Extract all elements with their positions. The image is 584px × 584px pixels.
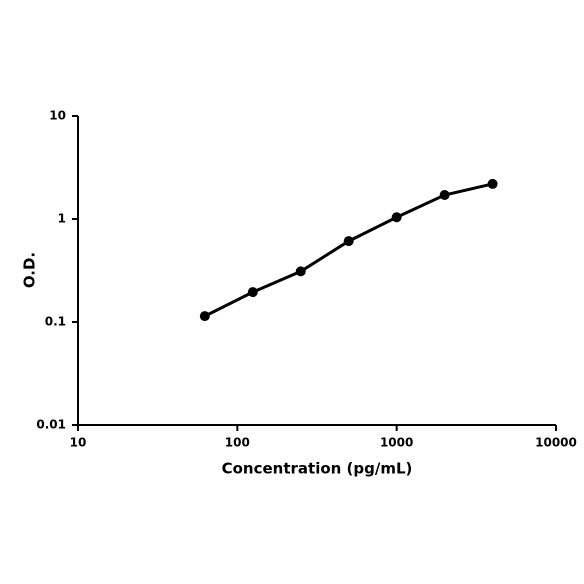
data-point [199, 311, 210, 322]
data-point [247, 287, 258, 298]
data-point [295, 266, 306, 277]
x-tick-label: 10000 [535, 436, 577, 450]
x-tick-label: 10 [70, 436, 87, 450]
data-point [439, 190, 450, 201]
y-tick-label: 1 [58, 212, 66, 226]
y-tick-label: 10 [49, 109, 66, 123]
y-tick-label: 0.01 [36, 418, 66, 432]
x-axis-label: Concentration (pg/mL) [222, 460, 413, 478]
data-point [343, 236, 354, 247]
x-tick-label: 100 [225, 436, 250, 450]
x-tick-label: 1000 [380, 436, 413, 450]
y-tick-label: 0.1 [45, 315, 66, 329]
y-axis-label: O.D. [21, 252, 39, 288]
data-point [391, 212, 402, 223]
data-point [487, 178, 498, 189]
